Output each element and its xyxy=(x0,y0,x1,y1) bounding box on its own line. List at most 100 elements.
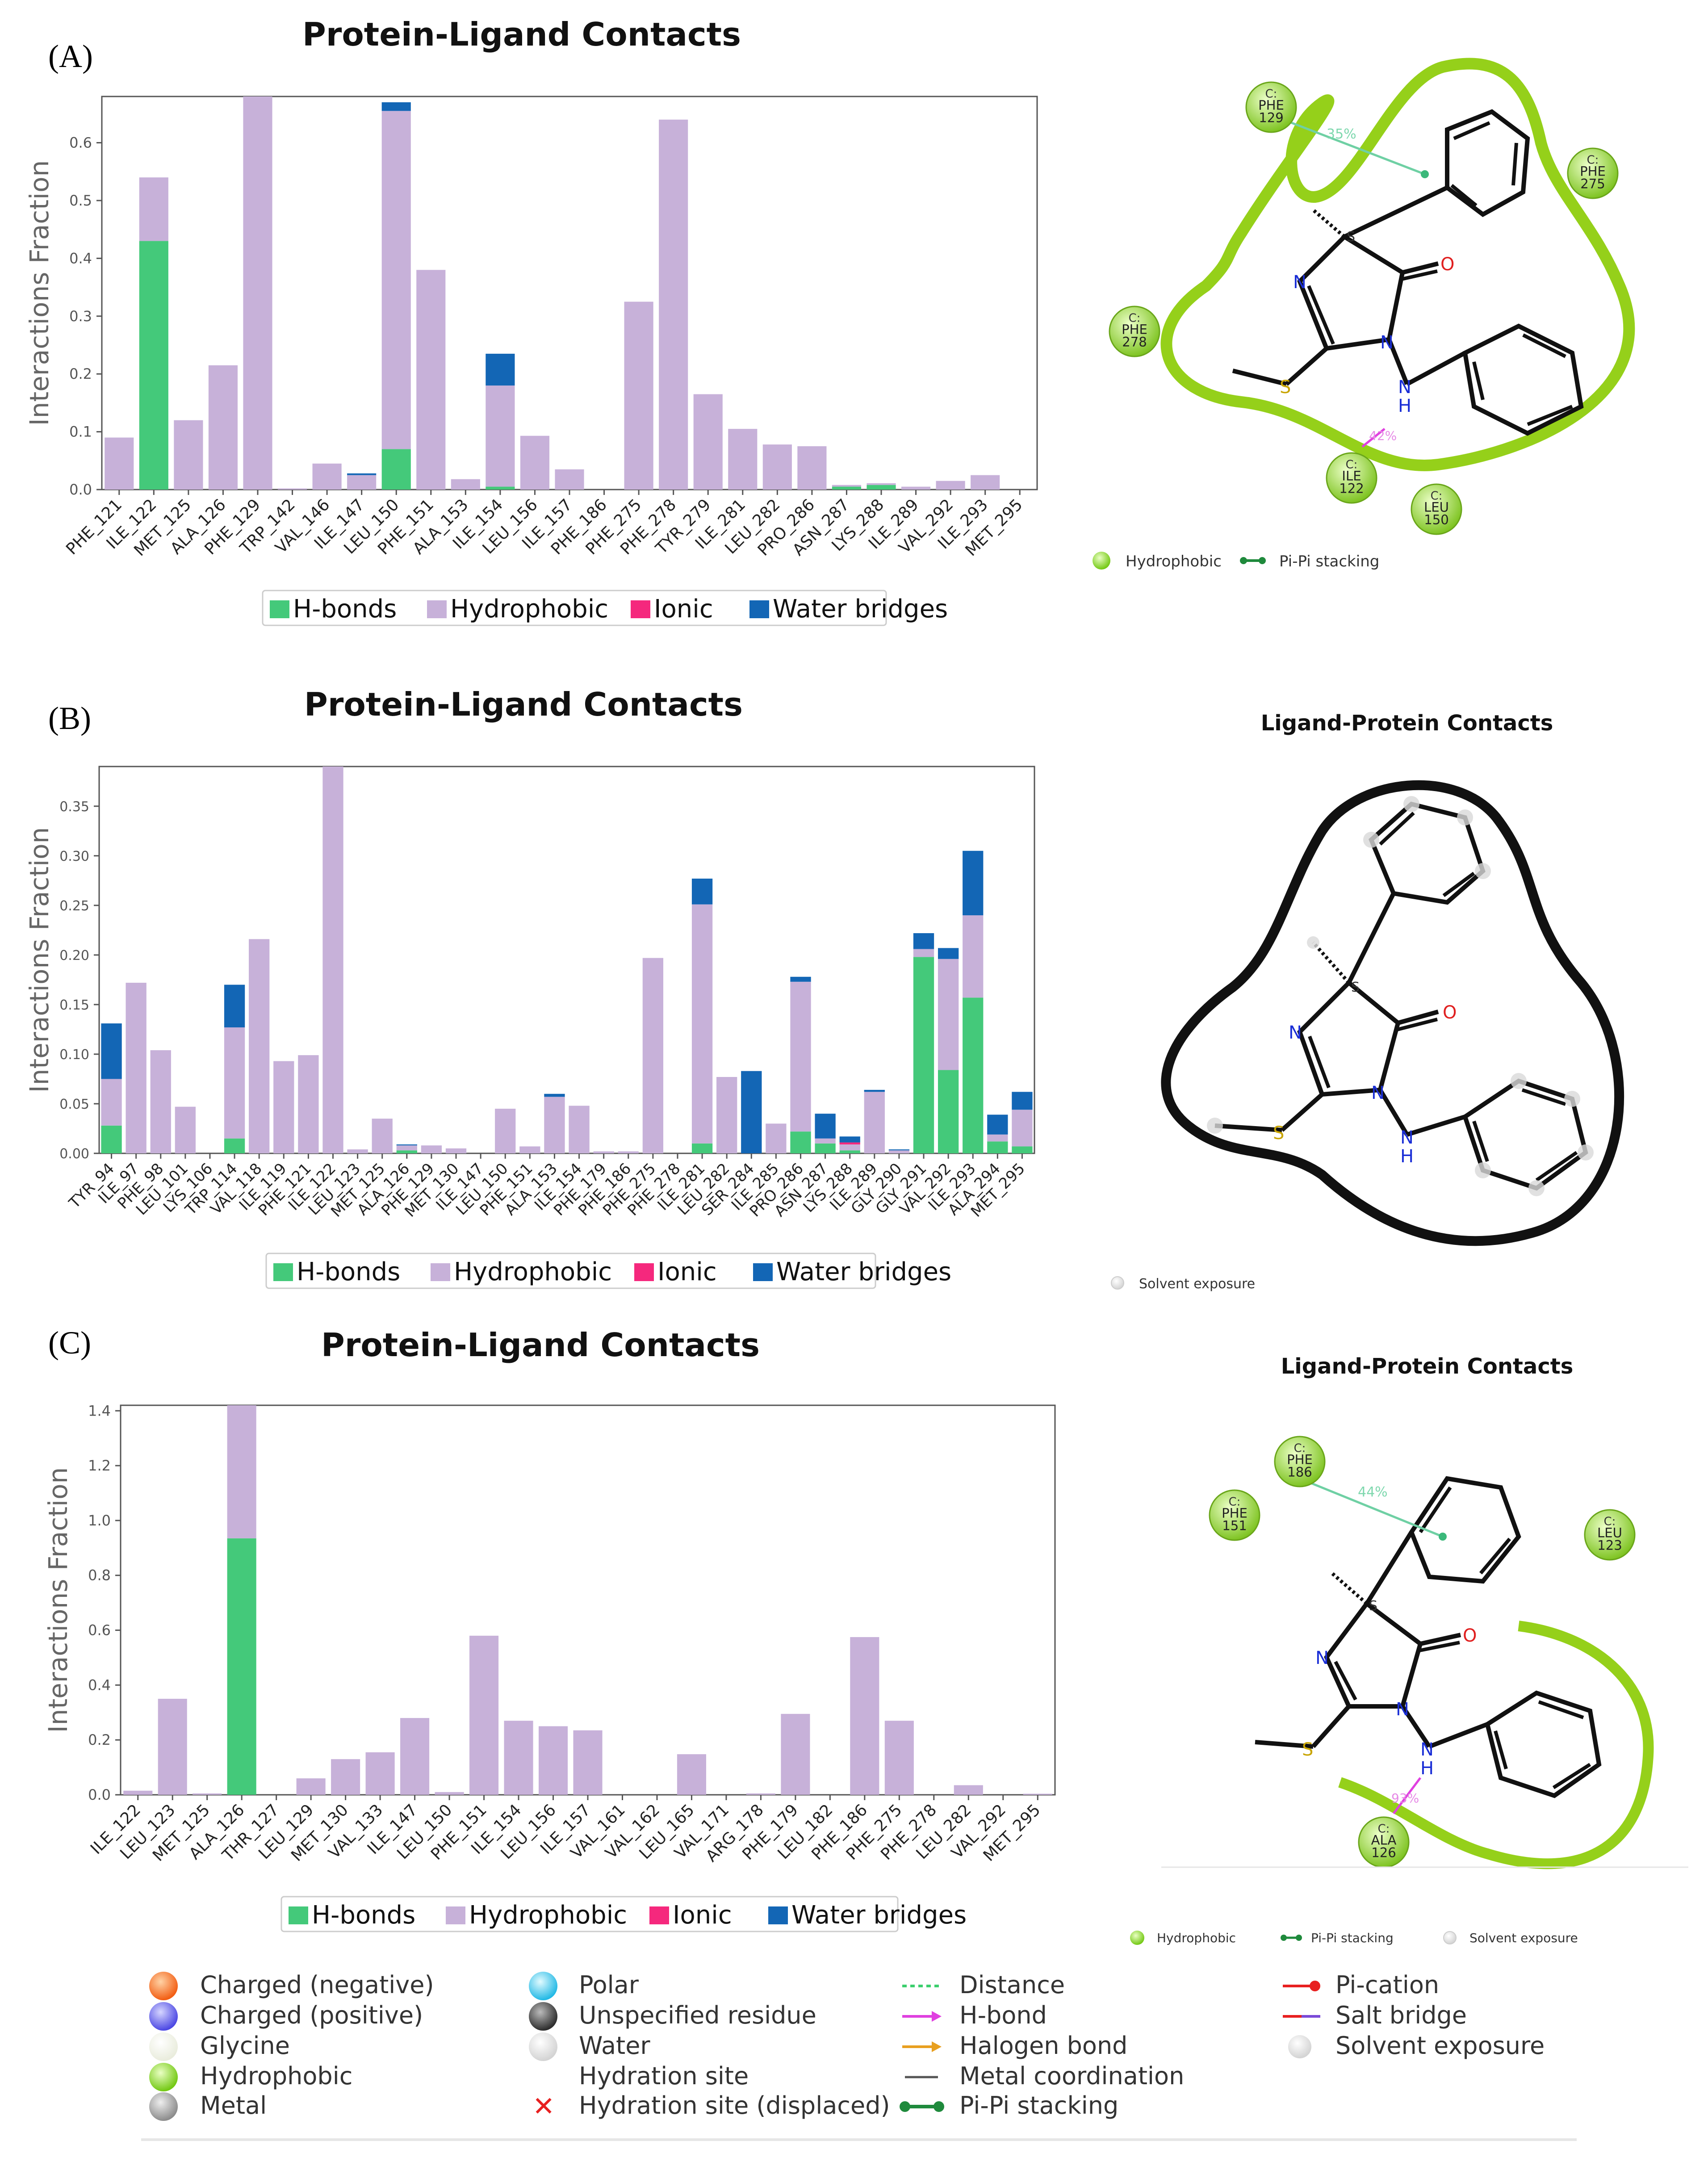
hbond-arrow-a xyxy=(1361,428,1386,448)
bar-lys-288-water xyxy=(839,1136,860,1143)
bar-ala-126-hydrophobic xyxy=(208,365,238,490)
key-metal-coordination-label: Metal coordination xyxy=(959,2062,1184,2090)
atom-b-o: O xyxy=(1443,1002,1457,1023)
bar-val-118-hydrophobic xyxy=(249,939,270,1153)
y-tick-label: 0.4 xyxy=(69,250,92,267)
diagram-b-title: Ligand-Protein Contacts xyxy=(1261,711,1553,736)
bar-gly-291-hbonds xyxy=(913,957,934,1153)
bar-ile-119-hydrophobic xyxy=(273,1061,294,1153)
chart-b: Protein-Ligand Contacts 0.00 0.05 0.10 0.15 0… xyxy=(24,686,1035,1289)
residue-number: 186 xyxy=(1287,1465,1312,1480)
bar-ile-289-hydrophobic xyxy=(901,486,931,490)
bar-phe-275-hydrophobic xyxy=(624,302,653,490)
key-polar-label: Polar xyxy=(579,1971,639,1999)
bar-phe-98-hydrophobic xyxy=(150,1050,171,1153)
y-tick-label: 0.0 xyxy=(88,1786,111,1803)
bar-phe-129-hydrophobic xyxy=(421,1145,442,1153)
bar-lys-288-hydrophobic xyxy=(839,1144,860,1151)
atom-c-h: H xyxy=(1420,1758,1434,1779)
residue-number: 129 xyxy=(1259,110,1284,126)
atom-n-amine: N xyxy=(1380,332,1394,353)
residue-number: 150 xyxy=(1424,512,1449,528)
bar-ile-122-hydrophobic xyxy=(123,1790,153,1795)
bar-ile-122-hydrophobic xyxy=(139,177,168,241)
bar-tyr-94-hydrophobic xyxy=(101,1079,122,1126)
bar-ala-126-hydrophobic xyxy=(227,1405,256,1538)
key-saltbridge-label: Salt bridge xyxy=(1335,2001,1467,2029)
y-tick-label: 0.6 xyxy=(69,134,92,151)
residue-name: PHE xyxy=(1222,1506,1248,1521)
key-halogen-label: Halogen bond xyxy=(959,2032,1127,2060)
chart-a: Protein-Ligand Contacts 0.0 0.1 0.2 0.3 0.4 0.… xyxy=(24,16,1038,626)
legend-swatch-water xyxy=(753,1263,773,1281)
ligand-a: N N N H O S S xyxy=(1232,109,1584,436)
bar-ile-154-hbonds xyxy=(486,486,515,490)
bar-ile-281-water xyxy=(691,878,713,905)
legend-label-hydrophobic: Hydrophobic xyxy=(450,595,608,624)
legend-swatch-ionic xyxy=(649,1906,669,1924)
chart-title: Protein-Ligand Contacts xyxy=(304,686,743,723)
y-tick-label: 0.8 xyxy=(88,1567,111,1584)
bar-asn-287-hbonds xyxy=(832,486,862,490)
key-hydration-displaced-icon: ✕ xyxy=(532,2091,555,2122)
bar-ala-294-hbonds xyxy=(987,1141,1008,1153)
bar-ile-157-hydrophobic xyxy=(573,1730,603,1795)
residue-chain: C: xyxy=(1265,88,1277,101)
bar-tyr-94-water xyxy=(101,1023,122,1079)
residue-chain: C: xyxy=(1604,1515,1616,1529)
ligand-imidazolone-ring xyxy=(1297,234,1405,351)
bar-pro-286-hbonds xyxy=(790,1131,811,1153)
bar-val-292-water xyxy=(938,948,959,959)
key-hbond-label: H-bond xyxy=(959,2001,1047,2029)
y-tick-label: 1.2 xyxy=(88,1457,111,1474)
residue-number: 122 xyxy=(1339,481,1364,496)
legend-label-water: Water bridges xyxy=(791,1901,967,1930)
bar-phe-275-hydrophobic xyxy=(884,1721,914,1795)
residue-chain: C: xyxy=(1129,312,1141,325)
atom-c-n-amine: N xyxy=(1396,1699,1409,1720)
bar-pro-286-hydrophobic xyxy=(797,446,827,490)
legend-label-hbonds: H-bonds xyxy=(297,1257,400,1286)
key-metal-label: Metal xyxy=(200,2091,267,2120)
legend-swatch-hydrophobic xyxy=(431,1263,450,1281)
bar-ile-293-hydrophobic xyxy=(971,475,1000,490)
key-polar-icon xyxy=(529,1972,557,2000)
legend-swatch-water xyxy=(749,600,769,618)
bar-ile-154-water xyxy=(486,353,515,386)
bar-ile-289-water xyxy=(864,1089,885,1092)
legend-label-hbonds: H-bonds xyxy=(293,595,397,624)
atom-n-ring: N xyxy=(1293,272,1306,293)
bar-ile-293-hydrophobic xyxy=(963,915,984,998)
y-tick-label: 0.25 xyxy=(59,898,89,914)
legend-solvent-label-c: Solvent exposure xyxy=(1469,1931,1578,1945)
key-pipi-label: Pi-Pi stacking xyxy=(959,2091,1118,2120)
bar-ile-97-hydrophobic xyxy=(126,983,147,1153)
bar-trp-142-hydrophobic xyxy=(277,488,307,490)
bar-gly-290-hydrophobic xyxy=(888,1150,910,1153)
atom-c-n-ring: N xyxy=(1315,1648,1329,1668)
y-tick-label: 0.5 xyxy=(69,192,92,209)
bar-tyr-94-hbonds xyxy=(101,1125,122,1153)
interaction-diagram-a: N N N H O S S 35% 42% C:PHE129C:PHE275C:… xyxy=(1093,58,1635,570)
atom-nh: N xyxy=(1398,377,1411,398)
stereo-b-s: S xyxy=(1351,980,1360,995)
residue-number: 278 xyxy=(1122,335,1147,350)
bar-ala-294-hydrophobic xyxy=(987,1134,1008,1142)
residue-chain: C: xyxy=(1229,1496,1241,1509)
hbond-pct-c: 93% xyxy=(1391,1791,1419,1806)
bar-leu-282-hydrophobic xyxy=(954,1785,983,1795)
hbond-arrow-c xyxy=(1393,1777,1421,1814)
legend-swatch-ionic xyxy=(634,1263,654,1281)
bar-leu-150-hbonds xyxy=(381,449,411,490)
key-pication-label: Pi-cation xyxy=(1335,1971,1439,1999)
panel-label-b: (B) xyxy=(48,700,91,736)
key-hydrophobic-label: Hydrophobic xyxy=(200,2062,352,2090)
bar-gly-290-water xyxy=(888,1149,910,1151)
plot-area xyxy=(101,96,1038,490)
atom-c-s: S xyxy=(1302,1739,1313,1760)
